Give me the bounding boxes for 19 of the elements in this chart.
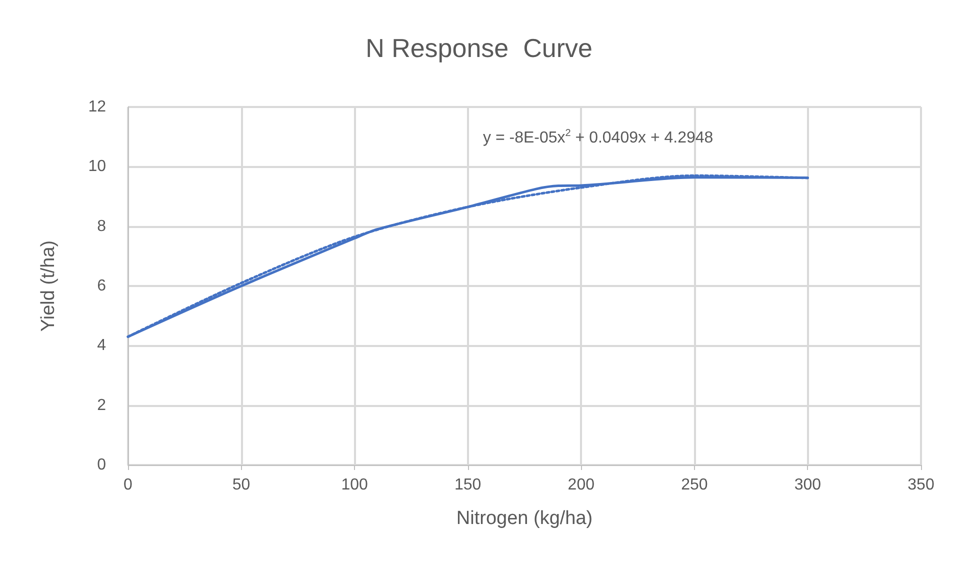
y-tick-label: 10: [88, 158, 106, 176]
x-tick-label: 300: [794, 476, 822, 494]
y-tick-label: 2: [97, 396, 106, 414]
y-axis-title: Yield (t/ha): [38, 240, 59, 332]
y-tick-label: 0: [97, 456, 106, 474]
x-axis-title: Nitrogen (kg/ha): [456, 508, 593, 529]
x-tick-label: 0: [124, 476, 133, 494]
x-tick-label: 350: [908, 476, 934, 494]
annotation: y = -8E-05x$^{2}$ + 0.0409x + 4.2948: [483, 128, 714, 148]
y-tick-label: 4: [97, 337, 106, 354]
y-tick-label: 6: [97, 278, 106, 294]
y-tick-label: 8: [97, 218, 106, 235]
y-tick-label: 12: [88, 98, 106, 116]
x-tick-label: 150: [454, 476, 482, 494]
x-tick-label: 250: [681, 476, 708, 494]
x-tick-label: 100: [341, 476, 368, 494]
chart-title: N Response Curve: [366, 33, 592, 63]
x-tick-label: 200: [568, 476, 595, 494]
x-tick-label: 50: [232, 476, 250, 494]
